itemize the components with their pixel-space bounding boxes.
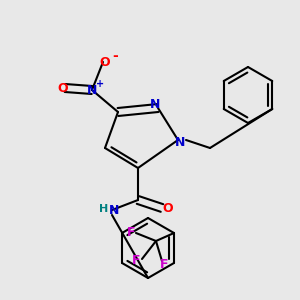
Text: -: -	[112, 49, 118, 63]
Text: O: O	[100, 56, 110, 68]
Text: H: H	[99, 204, 109, 214]
Text: N: N	[109, 205, 119, 218]
Text: F: F	[132, 254, 140, 268]
Text: N: N	[150, 98, 160, 112]
Text: F: F	[160, 259, 168, 272]
Text: N: N	[175, 136, 185, 148]
Text: N: N	[87, 85, 97, 98]
Text: O: O	[163, 202, 173, 214]
Text: F: F	[127, 226, 135, 239]
Text: +: +	[96, 79, 104, 89]
Text: O: O	[58, 82, 68, 94]
